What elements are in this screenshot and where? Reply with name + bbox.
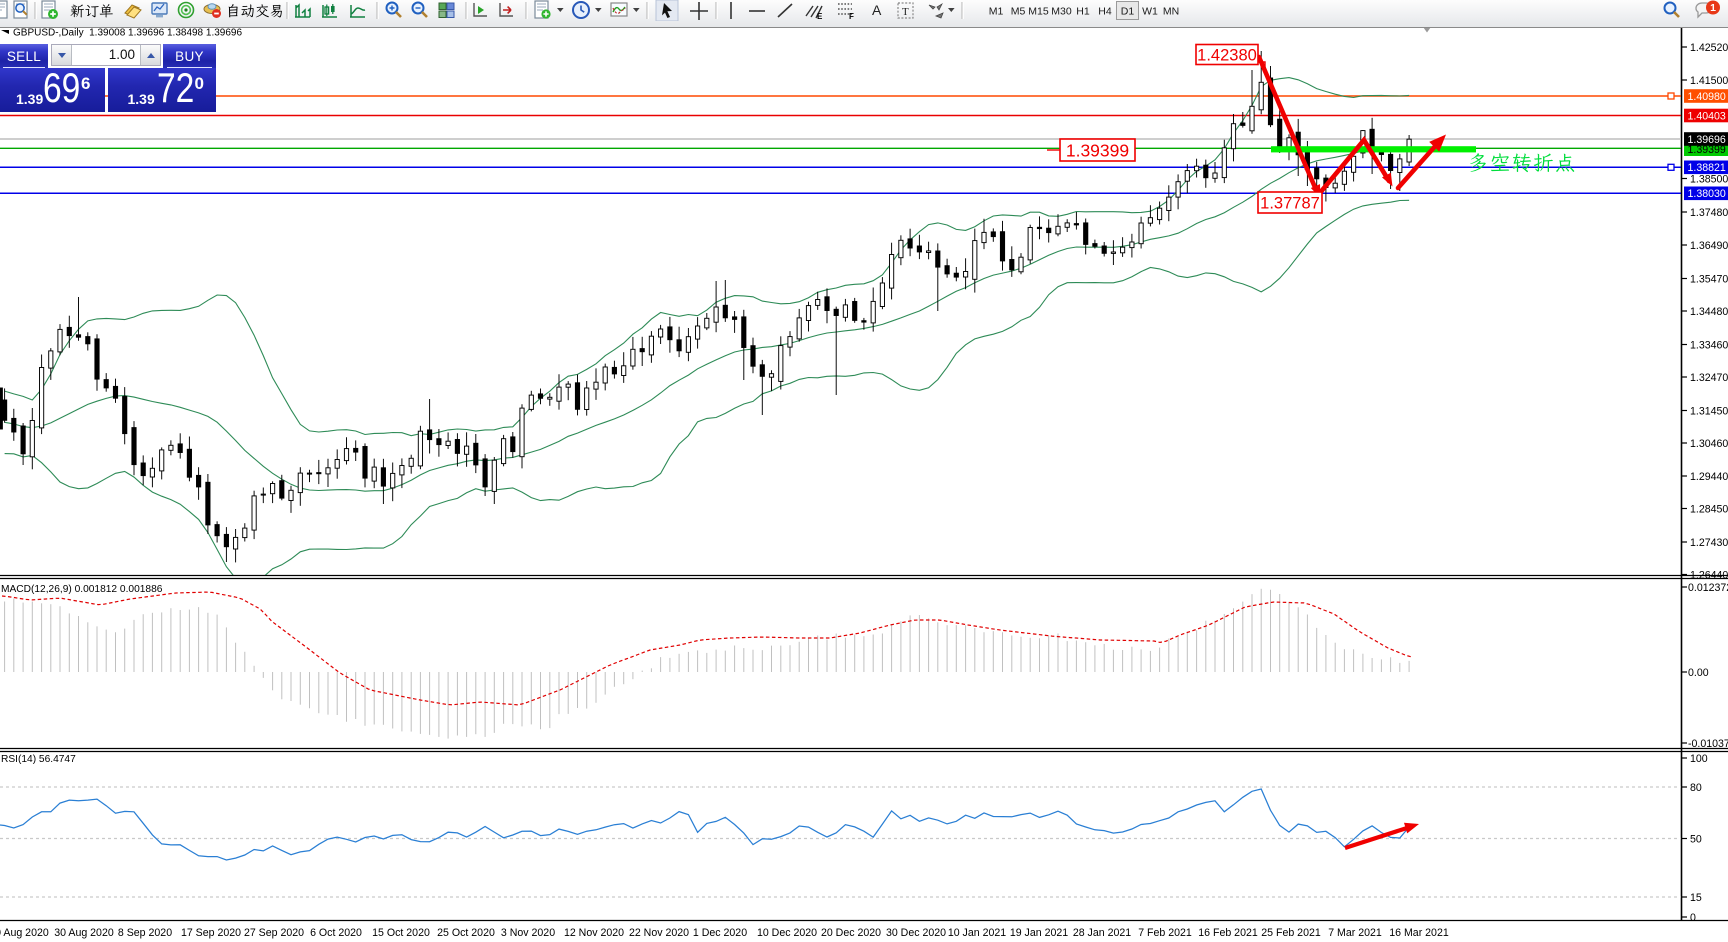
svg-text:15 Oct 2020: 15 Oct 2020 bbox=[372, 927, 430, 939]
svg-text:1.36490: 1.36490 bbox=[1690, 240, 1728, 252]
svg-text:100: 100 bbox=[1690, 753, 1708, 765]
svg-text:27 Sep 2020: 27 Sep 2020 bbox=[244, 927, 304, 939]
svg-text:20 Aug 2020: 20 Aug 2020 bbox=[0, 927, 49, 939]
svg-text:1.29440: 1.29440 bbox=[1690, 471, 1728, 483]
svg-text:GBPUSD-,Daily 1.39008 1.39696: GBPUSD-,Daily 1.39008 1.39696 1.38498 1.… bbox=[13, 28, 242, 39]
svg-text:1.34480: 1.34480 bbox=[1690, 306, 1728, 318]
svg-text:M30: M30 bbox=[1051, 6, 1072, 18]
svg-text:0.012372: 0.012372 bbox=[1688, 582, 1728, 594]
svg-text:0: 0 bbox=[1690, 912, 1696, 924]
svg-text:M15: M15 bbox=[1028, 6, 1049, 18]
svg-text:1.38030: 1.38030 bbox=[1688, 188, 1726, 200]
svg-text:16 Feb 2021: 16 Feb 2021 bbox=[1198, 927, 1258, 939]
svg-text:0.00: 0.00 bbox=[1688, 667, 1709, 679]
svg-text:1.39696: 1.39696 bbox=[1688, 134, 1726, 146]
svg-text:1.38500: 1.38500 bbox=[1690, 174, 1728, 186]
svg-text:1.40403: 1.40403 bbox=[1688, 110, 1726, 122]
svg-text:W1: W1 bbox=[1142, 6, 1158, 18]
svg-text:50: 50 bbox=[1690, 834, 1702, 846]
svg-text:1.37480: 1.37480 bbox=[1690, 207, 1728, 219]
svg-text:1.41500: 1.41500 bbox=[1690, 75, 1728, 87]
svg-text:M1: M1 bbox=[989, 6, 1004, 18]
svg-text:H4: H4 bbox=[1098, 6, 1112, 18]
svg-text:1.27430: 1.27430 bbox=[1690, 537, 1728, 549]
svg-text:1.31450: 1.31450 bbox=[1690, 406, 1728, 418]
svg-text:D1: D1 bbox=[1121, 6, 1135, 18]
svg-text:E: E bbox=[817, 12, 823, 21]
svg-text:A: A bbox=[872, 2, 882, 18]
svg-text:30 Aug 2020: 30 Aug 2020 bbox=[54, 927, 114, 939]
svg-text:1: 1 bbox=[1710, 2, 1716, 14]
svg-text:T: T bbox=[902, 6, 909, 18]
svg-text:MACD(12,26,9) 0.001812 0.00188: MACD(12,26,9) 0.001812 0.001886 bbox=[1, 584, 163, 595]
svg-text:17 Sep 2020: 17 Sep 2020 bbox=[181, 927, 241, 939]
svg-text:1.35470: 1.35470 bbox=[1690, 274, 1728, 286]
svg-text:1.42520: 1.42520 bbox=[1690, 42, 1728, 54]
svg-text:7 Feb 2021: 7 Feb 2021 bbox=[1138, 927, 1192, 939]
svg-text:22 Nov 2020: 22 Nov 2020 bbox=[629, 927, 689, 939]
svg-text:1 Dec 2020: 1 Dec 2020 bbox=[693, 927, 747, 939]
svg-text:H1: H1 bbox=[1076, 6, 1090, 18]
svg-text:1.39399: 1.39399 bbox=[1066, 140, 1129, 160]
svg-text:15: 15 bbox=[1690, 892, 1702, 904]
svg-text:6 Oct 2020: 6 Oct 2020 bbox=[310, 927, 362, 939]
svg-text:25 Oct 2020: 25 Oct 2020 bbox=[437, 927, 495, 939]
svg-text:30 Dec 2020: 30 Dec 2020 bbox=[886, 927, 946, 939]
svg-text:80: 80 bbox=[1690, 782, 1702, 794]
svg-text:7 Mar 2021: 7 Mar 2021 bbox=[1328, 927, 1382, 939]
svg-text:19 Jan 2021: 19 Jan 2021 bbox=[1010, 927, 1068, 939]
svg-text:16 Mar 2021: 16 Mar 2021 bbox=[1389, 927, 1449, 939]
svg-text:10 Dec 2020: 10 Dec 2020 bbox=[757, 927, 817, 939]
svg-text:RSI(14) 56.4747: RSI(14) 56.4747 bbox=[1, 754, 76, 765]
svg-text:3 Nov 2020: 3 Nov 2020 bbox=[501, 927, 555, 939]
svg-text:1.37787: 1.37787 bbox=[1260, 194, 1320, 212]
svg-text:MN: MN bbox=[1163, 6, 1179, 18]
svg-text:1.39399: 1.39399 bbox=[1688, 144, 1726, 156]
svg-text:20 Dec 2020: 20 Dec 2020 bbox=[821, 927, 881, 939]
svg-text:1.30460: 1.30460 bbox=[1690, 438, 1728, 450]
svg-text:1.28450: 1.28450 bbox=[1690, 504, 1728, 516]
svg-text:8 Sep 2020: 8 Sep 2020 bbox=[118, 927, 172, 939]
svg-text:F: F bbox=[849, 12, 854, 21]
svg-text:1.42380: 1.42380 bbox=[1197, 46, 1257, 64]
svg-text:M5: M5 bbox=[1011, 6, 1026, 18]
svg-text:12 Nov 2020: 12 Nov 2020 bbox=[564, 927, 624, 939]
svg-text:28 Jan 2021: 28 Jan 2021 bbox=[1073, 927, 1131, 939]
svg-text:1.26440: 1.26440 bbox=[1690, 570, 1728, 582]
svg-text:10 Jan 2021: 10 Jan 2021 bbox=[948, 927, 1006, 939]
svg-text:1.33460: 1.33460 bbox=[1690, 340, 1728, 352]
svg-text:1.40980: 1.40980 bbox=[1688, 91, 1726, 103]
svg-text:1.32470: 1.32470 bbox=[1690, 372, 1728, 384]
svg-text:-0.010374: -0.010374 bbox=[1688, 738, 1728, 750]
svg-text:25 Feb 2021: 25 Feb 2021 bbox=[1261, 927, 1321, 939]
svg-text:1.38821: 1.38821 bbox=[1688, 162, 1726, 174]
